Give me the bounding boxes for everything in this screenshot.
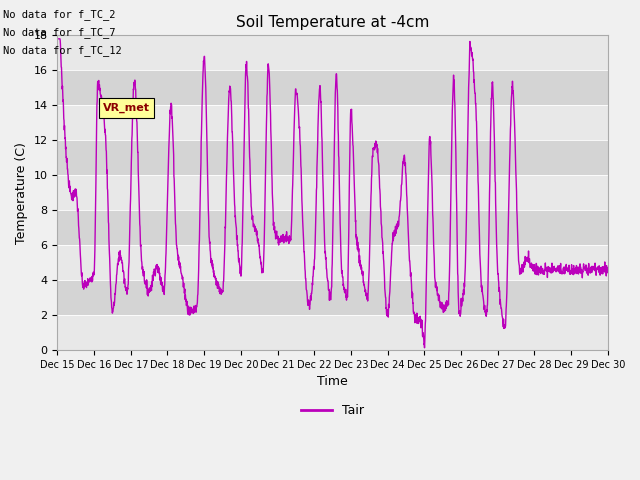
- Bar: [58, 315, 608, 350]
- Title: Soil Temperature at -4cm: Soil Temperature at -4cm: [236, 15, 429, 30]
- Bar: [58, 245, 608, 280]
- Bar: [58, 70, 608, 105]
- Bar: [58, 175, 608, 210]
- Text: No data for f_TC_2: No data for f_TC_2: [3, 9, 116, 20]
- Text: No data for f_TC_7: No data for f_TC_7: [3, 27, 116, 38]
- Bar: [58, 210, 608, 245]
- Y-axis label: Temperature (C): Temperature (C): [15, 142, 28, 244]
- Text: VR_met: VR_met: [103, 103, 150, 113]
- Bar: [58, 36, 608, 70]
- Text: No data for f_TC_12: No data for f_TC_12: [3, 45, 122, 56]
- X-axis label: Time: Time: [317, 375, 348, 388]
- Bar: [58, 140, 608, 175]
- Bar: [58, 105, 608, 140]
- Legend: Tair: Tair: [296, 399, 369, 422]
- Bar: [58, 280, 608, 315]
